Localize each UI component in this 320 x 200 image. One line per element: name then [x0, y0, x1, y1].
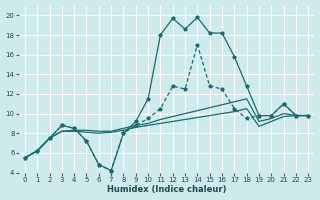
X-axis label: Humidex (Indice chaleur): Humidex (Indice chaleur): [107, 185, 226, 194]
